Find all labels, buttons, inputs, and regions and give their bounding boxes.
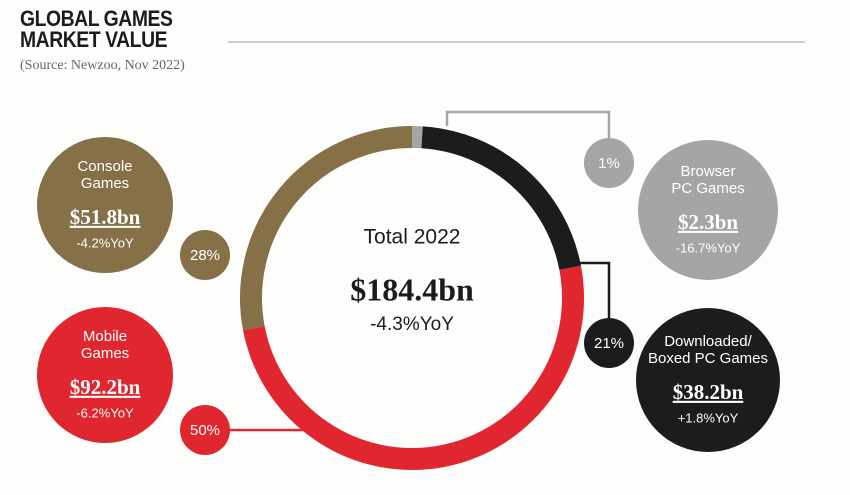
donut-segment (243, 265, 584, 470)
chart-title: GLOBAL GAMES MARKET VALUE (20, 6, 173, 52)
total-label: $184.4bn (350, 271, 474, 307)
percent-bubble (180, 230, 230, 280)
category-bubble (37, 137, 173, 273)
donut-segment (421, 126, 581, 271)
revenue-label: $92.2bn (70, 375, 141, 399)
percent-bubble (180, 405, 230, 455)
value-label: 50% (190, 422, 220, 439)
revenue-label: $38.2bn (673, 380, 744, 404)
value-label: 28% (190, 247, 220, 264)
yoy-label: +1.8%YoY (678, 410, 739, 425)
connector (578, 261, 611, 320)
category-bubble (636, 308, 780, 452)
category-label: Console Games (77, 158, 132, 192)
revenue-label: $2.3bn (678, 210, 738, 234)
center-title: Total 2022 (364, 226, 461, 249)
category-label: Downloaded/Boxed PC Games (648, 333, 768, 367)
total-yoy: -4.3%YoY (370, 314, 454, 335)
category-bubble (37, 307, 173, 443)
value-label: 1% (598, 155, 620, 172)
yoy-label: -4.2%YoY (76, 235, 134, 250)
category-label: Browser PC Games (671, 163, 744, 197)
category-bubble (638, 140, 778, 280)
chart-subtitle: (Source: Newzoo, Nov 2022) (20, 58, 185, 73)
revenue-label: $51.8bn (70, 205, 141, 229)
yoy-label: -6.2%YoY (76, 405, 134, 420)
yoy-label: -16.7%YoY (676, 240, 741, 255)
value-label: 21% (594, 335, 624, 352)
connector (445, 110, 611, 140)
percent-bubble (584, 138, 634, 188)
percent-bubble (584, 318, 634, 368)
category-label: Mobile Games (81, 328, 129, 362)
donut-segment (240, 126, 413, 331)
